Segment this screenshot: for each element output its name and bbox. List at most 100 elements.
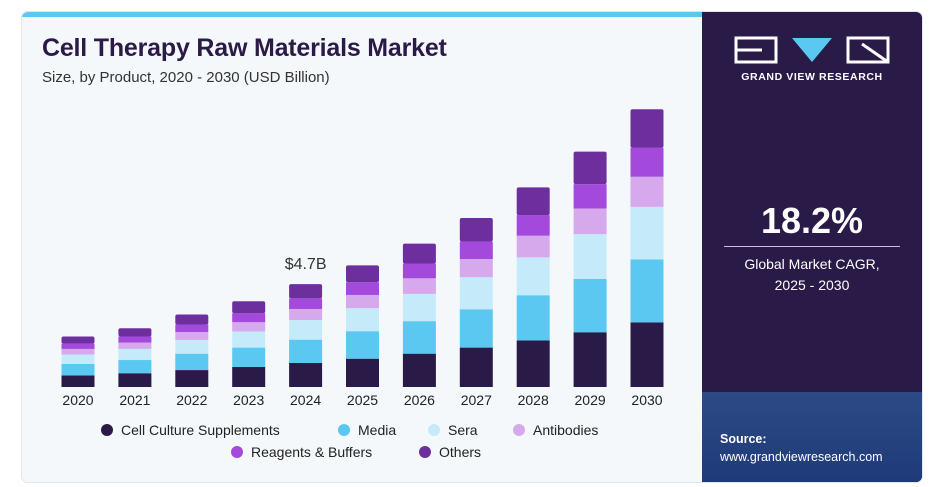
x-tick-label: 2028 — [518, 392, 549, 408]
infographic-card: Cell Therapy Raw Materials Market Size, … — [22, 12, 922, 482]
source-label: Source: — [720, 432, 767, 446]
source-url[interactable]: www.grandviewresearch.com — [720, 450, 883, 464]
bar-2027-sera — [459, 277, 493, 310]
bar-2024-cell-culture-supplements — [289, 362, 323, 387]
bar-2029-media — [573, 278, 607, 333]
sidebar-panel: GRAND VIEW RESEARCH 18.2% Global Market … — [702, 12, 922, 482]
source-footer — [702, 392, 922, 482]
bar-2023-media — [232, 347, 266, 367]
x-tick-label: 2025 — [347, 392, 378, 408]
stacked-bar-chart: 2020 2021 2022 2023 2024 $4.7B 2025 2026 2027 202… — [61, 109, 664, 460]
brand-name: GRAND VIEW RESEARCH — [741, 71, 883, 83]
bar-2023-reagents-buffers — [232, 313, 266, 323]
bar-2024-sera — [289, 320, 323, 340]
source-block: Source: www.grandviewresearch.com — [720, 430, 883, 466]
legend-marker-others — [419, 446, 431, 458]
bar-2029-reagents-buffers — [573, 184, 607, 209]
bar-2028-others — [516, 187, 550, 216]
legend-label-antibodies: Antibodies — [533, 422, 598, 438]
data-label-callout: $4.7B — [285, 256, 327, 273]
bar-2022-media — [175, 353, 209, 371]
bar-2020-sera — [61, 354, 95, 364]
bar-2029-others — [573, 151, 607, 185]
chart-subtitle: Size, by Product, 2020 - 2030 (USD Billi… — [42, 69, 330, 86]
legend-marker-cell-culture-supplements — [101, 424, 113, 436]
bar-2025-antibodies — [346, 294, 379, 309]
bar-2029-cell-culture-supplements — [573, 332, 607, 387]
x-tick-label: 2024 — [290, 392, 321, 408]
bar-2027-cell-culture-supplements — [459, 347, 493, 387]
legend-label-media: Media — [358, 422, 396, 438]
bar-2028-sera — [516, 257, 550, 296]
chart-title: Cell Therapy Raw Materials Market — [42, 34, 447, 62]
bar-2030-sera — [630, 206, 664, 260]
bar-2022-cell-culture-supplements — [175, 370, 209, 387]
cagr-label-line2: 2025 - 2030 — [774, 277, 850, 293]
bar-2026-antibodies — [402, 278, 436, 294]
bar-2023-others — [232, 301, 266, 314]
bar-2027-others — [459, 217, 493, 242]
bar-2027-reagents-buffers — [459, 241, 493, 259]
bar-2026-sera — [402, 293, 436, 322]
bar-2028-cell-culture-supplements — [516, 340, 550, 387]
bar-2024-media — [289, 339, 323, 363]
cagr-label: Global Market CAGR, 2025 - 2030 — [702, 254, 922, 296]
bar-2030-others — [630, 109, 664, 148]
bar-2020-media — [61, 363, 95, 376]
bar-2029-antibodies — [573, 208, 607, 235]
x-tick-label: 2030 — [631, 392, 662, 408]
bar-2023-cell-culture-supplements — [232, 366, 266, 387]
bar-2021-media — [118, 360, 152, 374]
bar-2029-sera — [573, 234, 607, 279]
bar-2023-antibodies — [232, 322, 266, 332]
bar-2021-cell-culture-supplements — [118, 373, 152, 387]
chart-panel: Cell Therapy Raw Materials Market Size, … — [22, 12, 702, 482]
x-tick-label: 2027 — [461, 392, 492, 408]
bar-2027-antibodies — [459, 258, 493, 278]
cagr-label-line1: Global Market CAGR, — [744, 256, 880, 272]
bar-2028-reagents-buffers — [516, 215, 550, 236]
bar-2025-media — [346, 331, 379, 359]
legend-label-others: Others — [439, 444, 481, 460]
legend-marker-media — [338, 424, 350, 436]
bar-2024-reagents-buffers — [289, 298, 323, 309]
bar-2020-antibodies — [61, 348, 95, 355]
bar-2022-others — [175, 314, 209, 325]
bar-2021-others — [118, 328, 152, 337]
bar-2027-media — [459, 309, 493, 348]
x-tick-label: 2029 — [575, 392, 606, 408]
bar-2021-antibodies — [118, 342, 152, 349]
grand-view-research-logo-icon — [734, 36, 890, 64]
bar-2020-reagents-buffers — [61, 343, 95, 349]
cagr-value: 18.2% — [760, 200, 864, 241]
legend-label-cell-culture-supplements: Cell Culture Supplements — [121, 422, 280, 438]
bar-2026-others — [402, 243, 436, 264]
bar-2021-reagents-buffers — [118, 336, 152, 343]
bar-2022-sera — [175, 339, 209, 354]
bar-2022-antibodies — [175, 331, 209, 340]
bar-2028-antibodies — [516, 235, 550, 258]
legend-marker-reagents-buffers — [231, 446, 243, 458]
legend-label-sera: Sera — [448, 422, 478, 438]
x-tick-label: 2022 — [176, 392, 207, 408]
accent-bar — [22, 12, 702, 17]
bar-2026-media — [402, 321, 436, 354]
cagr-divider — [724, 246, 900, 247]
bar-2030-reagents-buffers — [630, 147, 664, 177]
bar-2030-cell-culture-supplements — [630, 322, 664, 387]
bar-2030-media — [630, 259, 664, 323]
bar-2028-media — [516, 295, 550, 341]
bar-2026-reagents-buffers — [402, 263, 436, 279]
legend-label-reagents-buffers: Reagents & Buffers — [251, 444, 372, 460]
bar-2022-reagents-buffers — [175, 324, 209, 332]
bar-2024-others — [289, 284, 323, 299]
legend-marker-sera — [428, 424, 440, 436]
bar-2026-cell-culture-supplements — [402, 353, 436, 387]
bar-2023-sera — [232, 331, 266, 348]
bar-2021-sera — [118, 348, 152, 361]
x-tick-label: 2020 — [62, 392, 93, 408]
bar-2025-cell-culture-supplements — [346, 358, 379, 387]
legend-marker-antibodies — [513, 424, 525, 436]
x-tick-label: 2026 — [404, 392, 435, 408]
bar-2025-sera — [346, 308, 379, 332]
